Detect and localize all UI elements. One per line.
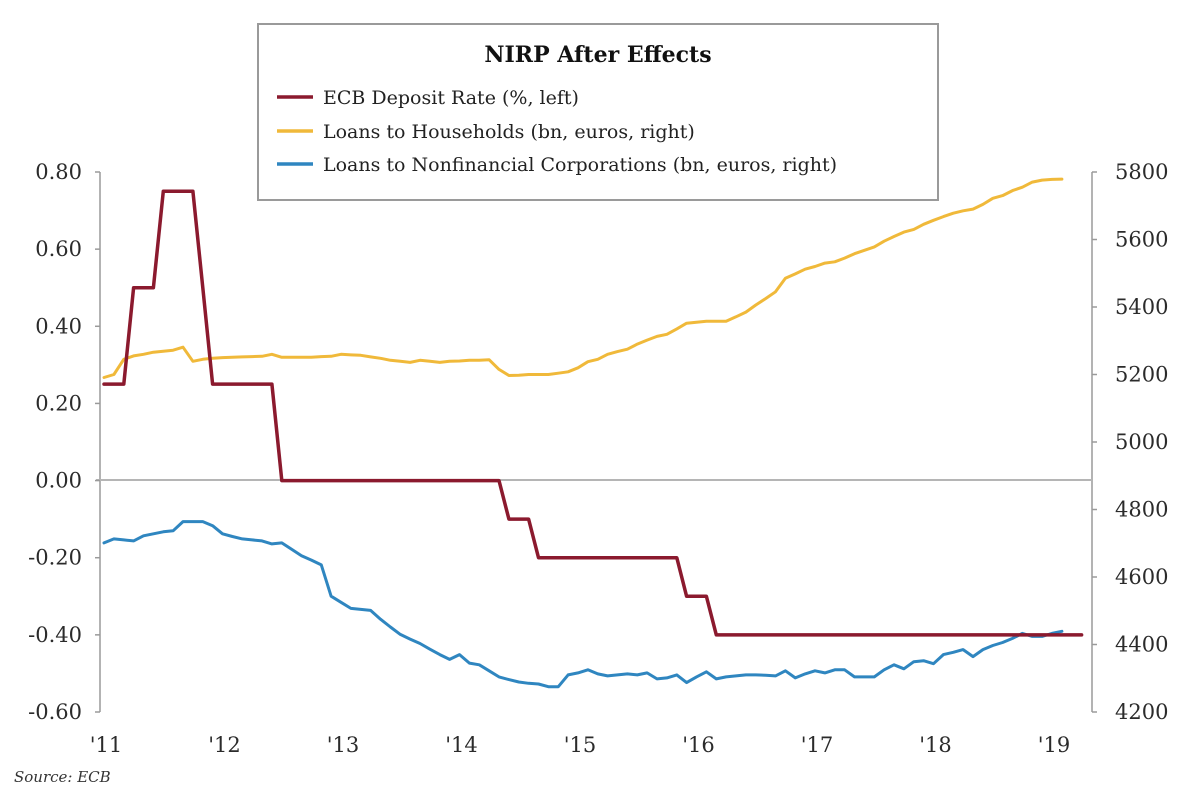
chart-title: NIRP After Effects [484,42,711,68]
x-tick-label: '16 [682,733,715,757]
x-tick-label: '11 [90,733,123,757]
left-tick-label: -0.40 [28,623,82,647]
left-tick-label: -0.20 [28,546,82,570]
legend: NIRP After Effects ECB Deposit Rate (%, … [257,23,939,201]
right-tick-label: 4400 [1115,633,1168,657]
x-tick-label: '13 [327,733,360,757]
x-tick-label: '19 [1038,733,1071,757]
source-note: Source: ECB [14,768,111,786]
x-tick-label: '17 [801,733,834,757]
left-tick-label: 0.80 [35,160,82,184]
left-tick-label: 0.60 [35,237,82,261]
legend-label-deposit-rate: ECB Deposit Rate (%, left) [323,87,579,109]
x-axis-ticks: '11 '12 '13 '14 '15 '16 '17 '18 '19 [90,733,1071,757]
series-deposit-rate [102,189,1084,637]
right-tick-label: 5400 [1115,295,1168,319]
left-tick-label: 0.20 [35,391,82,415]
right-tick-label: 4600 [1115,565,1168,589]
right-tick-label: 4200 [1115,700,1168,724]
legend-label-households: Loans to Households (bn, euros, right) [323,121,695,143]
left-axis-ticks: 0.80 0.60 0.40 0.20 0.00 -0.20 -0.40 -0.60 [28,160,100,724]
left-tick-label: -0.60 [28,700,82,724]
right-tick-label: 5800 [1115,160,1168,184]
legend-label-corporations: Loans to Nonfinancial Corporations (bn, … [323,154,837,176]
left-tick-label: 0.00 [35,469,82,493]
x-tick-label: '15 [564,733,597,757]
right-tick-label: 5000 [1115,430,1168,454]
series-households [102,177,1064,379]
right-tick-label: 5200 [1115,363,1168,387]
series-corporations [102,520,1064,689]
x-tick-label: '12 [208,733,241,757]
right-tick-label: 4800 [1115,498,1168,522]
right-axis-ticks: 5800 5600 5400 5200 5000 4800 4600 4400 4200 [1092,160,1168,724]
x-tick-label: '14 [445,733,478,757]
legend-box [257,23,939,201]
x-tick-label: '18 [919,733,952,757]
series-lines [102,177,1084,689]
right-tick-label: 5600 [1115,228,1168,252]
left-tick-label: 0.40 [35,314,82,338]
